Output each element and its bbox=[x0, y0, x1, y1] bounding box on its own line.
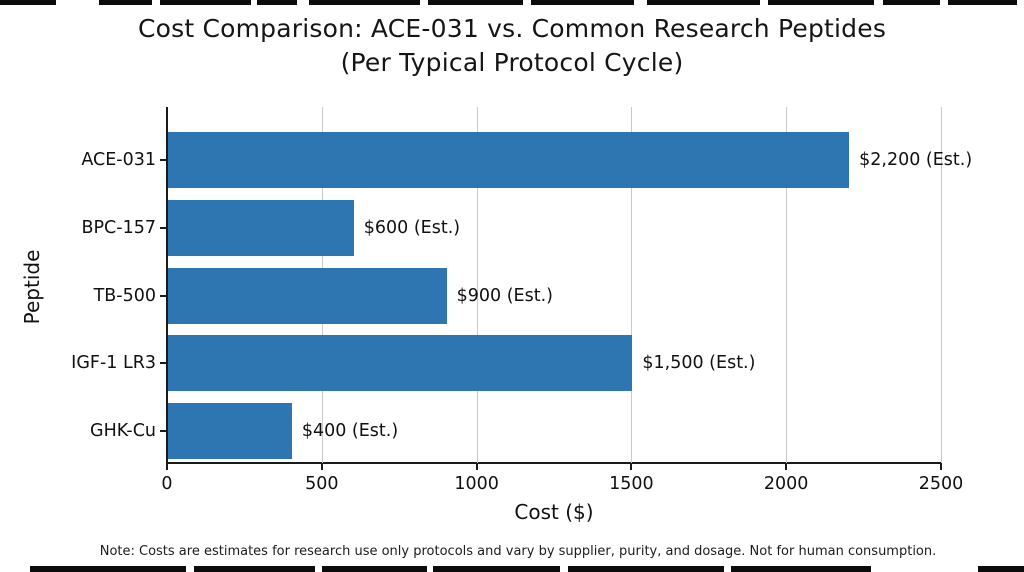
bar-value-label: $900 (Est.) bbox=[456, 285, 553, 306]
chart-subtitle: (Per Typical Protocol Cycle) bbox=[340, 48, 684, 77]
x-tick bbox=[785, 464, 788, 470]
x-tick bbox=[630, 464, 633, 470]
letterbox-segment bbox=[883, 0, 940, 5]
letterbox-segment bbox=[322, 566, 427, 572]
bar-value-label: $600 (Est.) bbox=[363, 217, 461, 238]
bar-value-label: $400 (Est.) bbox=[301, 421, 399, 441]
letterbox-segment bbox=[257, 0, 297, 5]
letterbox-segment bbox=[731, 566, 871, 572]
letterbox-segment bbox=[948, 0, 1017, 5]
letterbox-segment bbox=[647, 0, 760, 5]
y-tick bbox=[160, 430, 166, 432]
gridline bbox=[631, 107, 633, 463]
x-tick-label: 1500 bbox=[609, 474, 654, 494]
x-axis-spine bbox=[166, 462, 942, 464]
y-tick-label: TB-500 bbox=[93, 285, 156, 306]
letterbox-segment bbox=[194, 566, 315, 572]
y-tick-label: BPC-157 bbox=[81, 217, 157, 238]
x-tick-label: 2500 bbox=[918, 474, 964, 494]
y-tick-label: ACE-031 bbox=[81, 150, 156, 170]
y-axis-label: Peptide bbox=[20, 249, 44, 325]
letterbox-segment bbox=[433, 566, 560, 572]
x-tick-label: 0 bbox=[161, 474, 173, 494]
chart-title-block: Cost Comparison: ACE-031 vs. Common Rese… bbox=[0, 12, 1024, 80]
bar bbox=[168, 132, 850, 188]
y-axis-spine bbox=[166, 107, 168, 464]
gridline bbox=[476, 107, 478, 463]
chart-title: Cost Comparison: ACE-031 vs. Common Rese… bbox=[137, 14, 887, 43]
letterbox-segment bbox=[428, 0, 523, 5]
footnote: Note: Costs are estimates for research u… bbox=[99, 544, 937, 559]
letterbox-segment bbox=[978, 566, 1024, 572]
x-tick-label: 2000 bbox=[763, 474, 809, 494]
letterbox-segment bbox=[0, 0, 56, 5]
x-axis-label: Cost ($) bbox=[514, 500, 594, 524]
letterbox-segment bbox=[768, 0, 874, 5]
x-tick-label: 1000 bbox=[454, 474, 499, 494]
x-tick bbox=[166, 464, 168, 470]
x-tick bbox=[475, 464, 478, 470]
letterbox-segment bbox=[309, 0, 420, 5]
y-tick-label: GHK-Cu bbox=[90, 421, 156, 441]
y-tick-label: IGF-1 LR3 bbox=[71, 353, 156, 374]
bar bbox=[168, 403, 292, 459]
x-tick bbox=[940, 464, 942, 470]
letterbox-segment bbox=[99, 0, 152, 5]
gridline bbox=[786, 107, 788, 463]
bar-value-label: $2,200 (Est.) bbox=[859, 150, 973, 170]
gridline bbox=[941, 107, 942, 463]
bar bbox=[168, 267, 447, 324]
x-tick bbox=[320, 464, 323, 470]
bar bbox=[168, 199, 354, 256]
bar-value-label: $1,500 (Est.) bbox=[642, 353, 756, 374]
y-tick bbox=[160, 294, 166, 297]
y-tick bbox=[160, 362, 166, 365]
x-tick-label: 500 bbox=[305, 474, 339, 494]
y-tick bbox=[160, 226, 166, 229]
letterbox-segment bbox=[30, 566, 186, 572]
y-tick bbox=[160, 159, 166, 161]
letterbox-segment bbox=[160, 0, 251, 5]
bar bbox=[168, 335, 633, 392]
letterbox-segment bbox=[531, 0, 634, 5]
letterbox-segment bbox=[568, 566, 724, 572]
